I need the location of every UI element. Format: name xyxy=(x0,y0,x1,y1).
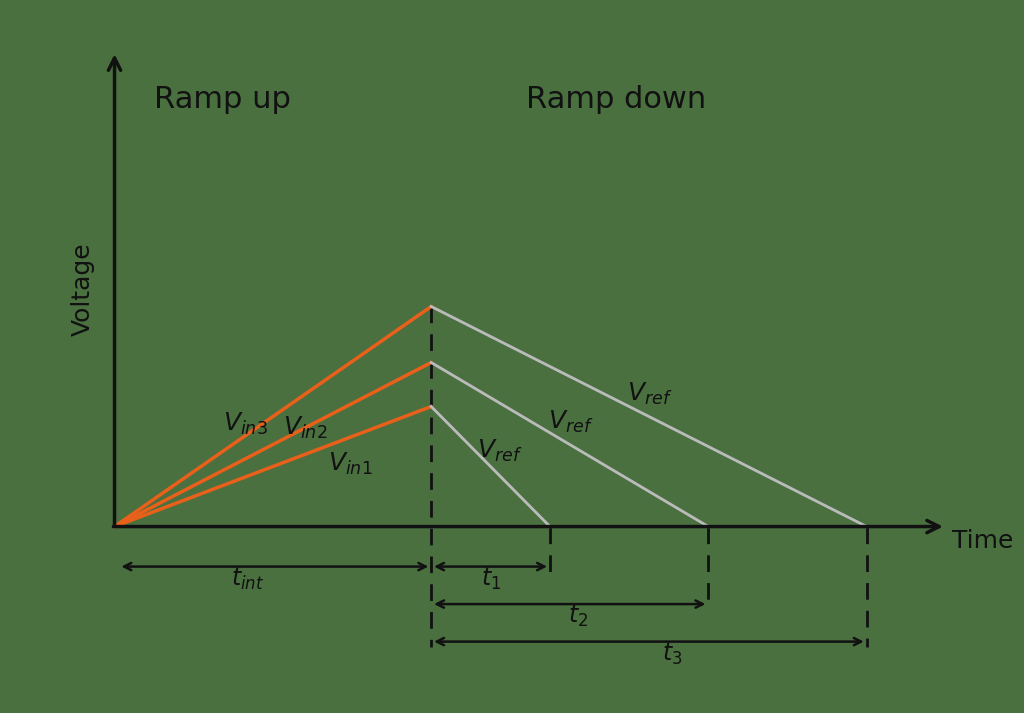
Text: $V_{ref}$: $V_{ref}$ xyxy=(548,409,593,435)
Text: $t_1$: $t_1$ xyxy=(480,565,501,592)
Text: Time: Time xyxy=(952,528,1014,553)
Text: $V_{in1}$: $V_{in1}$ xyxy=(329,451,373,477)
Text: $t_3$: $t_3$ xyxy=(663,640,683,667)
Text: Ramp up: Ramp up xyxy=(155,86,291,114)
Text: $V_{in2}$: $V_{in2}$ xyxy=(284,415,328,441)
Text: $t_2$: $t_2$ xyxy=(567,603,588,630)
Text: Ramp down: Ramp down xyxy=(526,86,707,114)
Text: $V_{ref}$: $V_{ref}$ xyxy=(627,381,673,406)
Text: $t_{int}$: $t_{int}$ xyxy=(230,565,264,592)
Text: $V_{in3}$: $V_{in3}$ xyxy=(223,411,268,436)
Text: $V_{ref}$: $V_{ref}$ xyxy=(477,438,522,464)
Text: Voltage: Voltage xyxy=(71,242,95,336)
